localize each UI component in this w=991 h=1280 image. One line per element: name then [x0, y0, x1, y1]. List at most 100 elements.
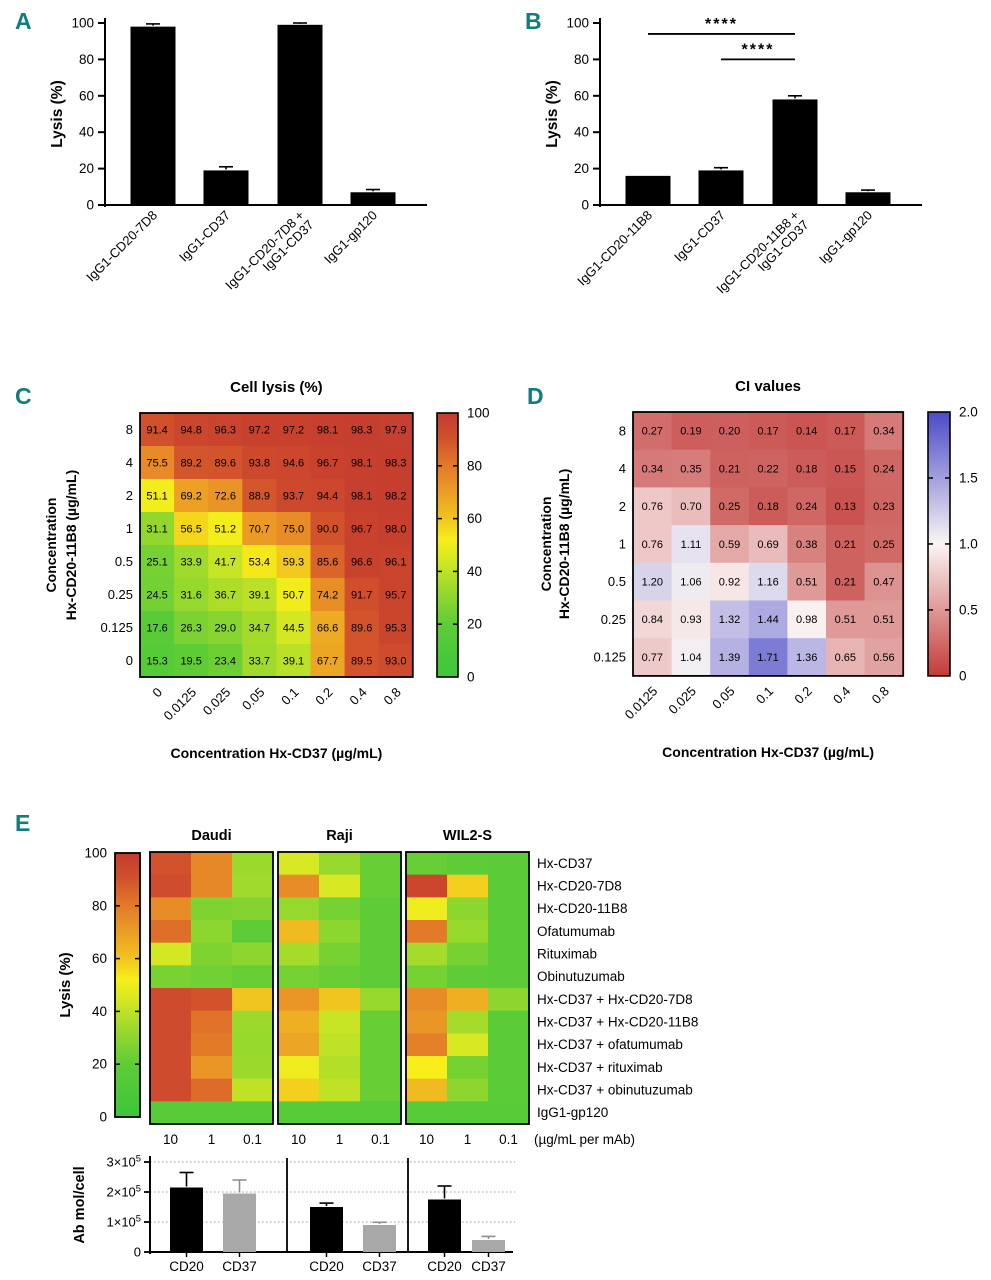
lysis-cell [191, 965, 233, 989]
cell-value: 1.39 [719, 652, 740, 664]
cell-value: 95.7 [385, 589, 406, 601]
treatment-label: Obinutuzumab [537, 969, 625, 984]
cell-value: 93.8 [249, 457, 270, 469]
significance-stars: **** [705, 16, 738, 33]
lysis-cell [232, 897, 274, 921]
y-axis-title: Concentration [43, 498, 59, 593]
lysis-cell [360, 897, 402, 921]
colorbar [114, 852, 141, 1118]
row-label: 0.5 [115, 554, 133, 569]
lysis-cell [406, 1101, 448, 1125]
heatmap-cell [633, 600, 673, 639]
lysis-cell [488, 852, 530, 876]
cell-value: 0.70 [680, 501, 701, 513]
y-axis-title: Lysis (%) [49, 80, 66, 147]
x-axis-title: Concentration Hx-CD37 (µg/mL) [170, 745, 382, 761]
heatmap-cell [276, 413, 311, 447]
cell-value: 56.5 [180, 523, 201, 535]
y-tick-label: 0 [581, 198, 589, 213]
row-label: 0.125 [593, 650, 626, 665]
col-label: 0.05 [709, 683, 738, 712]
heatmap-cell [826, 449, 866, 488]
cell-value: 0.24 [873, 463, 894, 475]
bar-IgG1-CD20-11B8 [625, 175, 671, 205]
lysis-cell [150, 852, 192, 876]
cell-value: 0.27 [642, 426, 663, 438]
heatmap-cell [378, 611, 414, 645]
heatmap-cell [826, 412, 866, 451]
treatment-label: Hx-CD37 + Hx-CD20-7D8 [537, 992, 693, 1007]
group-title-WIL2-S: WIL2-S [443, 828, 492, 844]
heatmap-cell [174, 611, 209, 645]
cell-value: 0.92 [719, 576, 740, 588]
bar-WIL2-S-CD20 [428, 1199, 461, 1252]
row-label: 1 [619, 536, 626, 551]
heatmap-cell [344, 611, 380, 645]
treatment-label: Hx-CD20-7D8 [537, 879, 622, 894]
x-category-label: IgG1-gp120 [816, 208, 875, 267]
colorbar-tick-label: 100 [467, 406, 490, 421]
col-label: 0.2 [791, 683, 814, 706]
treatment-label: Rituximab [537, 947, 597, 962]
lysis-cell [319, 1056, 361, 1080]
cell-value: 0.76 [642, 539, 663, 551]
cell-value: 89.5 [351, 655, 372, 667]
cell-value: 0.38 [796, 539, 817, 551]
lysis-cell [406, 965, 448, 989]
tspan: 1×10 [107, 1215, 136, 1230]
lysis-cell [278, 1010, 320, 1034]
lysis-cell [150, 988, 192, 1012]
heatmap-cell [826, 525, 866, 564]
cell-value: 34.7 [249, 622, 270, 634]
lysis-cell [360, 965, 402, 989]
heatmap-cell [344, 479, 380, 513]
heatmap-cell [864, 600, 904, 639]
y-tick-label: 3×105 [107, 1154, 142, 1170]
cell-value: 23.4 [215, 655, 236, 667]
cell-value: 94.4 [317, 490, 338, 502]
cell-value: 0.69 [757, 539, 778, 551]
heatmap-cell [140, 578, 175, 612]
lysis-cell [191, 1056, 233, 1080]
panel-e-composite: Daudi 10 1 0.1 Raji 10 1 0.1 WIL2-S 10 1 0.1 (µg/mL … [57, 828, 698, 1274]
lysis-cell [319, 942, 361, 966]
treatment-label: Ofatumumab [537, 924, 615, 939]
lysis-cell [232, 988, 274, 1012]
cell-value: 95.3 [385, 622, 406, 634]
lysis-cell [406, 1010, 448, 1034]
heatmap-cell [310, 545, 346, 579]
lysis-cell [232, 874, 274, 898]
treatment-label: Hx-CD37 + rituximab [537, 1060, 663, 1075]
lysis-cell [150, 1101, 192, 1125]
heatmap-cell [344, 644, 380, 678]
lysis-cell [488, 942, 530, 966]
bar-IgG1-CD37 [698, 170, 744, 205]
lysis-cell [447, 897, 489, 921]
colorbar-tick-label: 1.5 [959, 470, 978, 485]
panel-letter-c: C [15, 383, 32, 409]
cell-value: 94.8 [180, 424, 201, 436]
cell-value: 0.23 [873, 501, 894, 513]
tspan: 3×10 [107, 1155, 136, 1170]
col-label: 0.025 [665, 683, 699, 717]
row-label: 4 [619, 461, 626, 476]
lysis-cell [232, 920, 274, 944]
cell-value: 0.24 [796, 501, 817, 513]
cell-value: 96.6 [351, 556, 372, 568]
lysis-cell [360, 920, 402, 944]
bar-y-axis-title: Ab mol/cell [72, 1166, 88, 1243]
tspan: IgG1-CD20-11B8 + [713, 208, 802, 297]
bar-IgG1-CD37 [203, 170, 249, 205]
heatmap-cell [826, 600, 866, 639]
heatmap-cell [242, 446, 277, 480]
bar-IgG1-gp120 [350, 192, 396, 205]
cell-value: 98.0 [385, 523, 406, 535]
lysis-cell [191, 920, 233, 944]
heatmap-cell [378, 578, 414, 612]
cell-value: 98.1 [351, 457, 372, 469]
lysis-cell [406, 920, 448, 944]
y-tick-label: 2×105 [107, 1184, 142, 1200]
colorbar-axis-title: Lysis (%) [57, 952, 74, 1017]
cell-value: 1.06 [680, 576, 701, 588]
lysis-cell [150, 965, 192, 989]
